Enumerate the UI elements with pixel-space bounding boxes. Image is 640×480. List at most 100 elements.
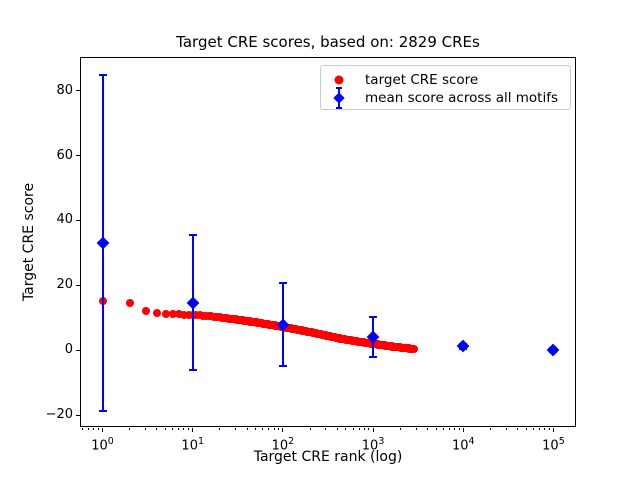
x-minor-tick-mark — [178, 427, 180, 430]
x-minor-tick-mark — [255, 427, 257, 430]
error-bar-cap-bottom — [278, 364, 287, 367]
error-bar-cap-top — [369, 316, 378, 319]
x-minor-tick-mark — [278, 427, 280, 430]
x-minor-tick-mark — [172, 427, 174, 430]
target-cre-score-dot — [179, 310, 188, 319]
y-tick-label: 20 — [56, 277, 73, 293]
x-minor-tick-mark — [435, 427, 437, 430]
x-minor-tick-mark — [532, 427, 534, 430]
target-cre-score-dot — [174, 310, 183, 319]
chart-title: Target CRE scores, based on: 2829 CREs — [176, 33, 480, 51]
x-minor-tick-mark — [525, 427, 527, 430]
target-cre-score-dot — [141, 306, 150, 315]
y-tick-mark — [76, 90, 80, 92]
x-minor-tick-mark — [363, 427, 365, 430]
y-tick-label: −20 — [45, 407, 73, 423]
x-minor-tick-mark — [352, 427, 354, 430]
x-minor-tick-mark — [345, 427, 347, 430]
target-cre-score-dot — [161, 309, 170, 318]
x-minor-tick-mark — [273, 427, 275, 430]
x-minor-tick-mark — [399, 427, 401, 430]
legend-entry-mean-score: mean score across all motifs — [321, 86, 570, 110]
x-minor-tick-mark — [88, 427, 90, 430]
target-cre-score-dot — [168, 309, 177, 318]
x-minor-tick-mark — [309, 427, 311, 430]
x-tick-label: 104 — [451, 435, 475, 453]
legend-label-target-cre-score: target CRE score — [365, 72, 479, 88]
x-minor-tick-mark — [458, 427, 460, 430]
y-tick-label: 80 — [56, 82, 73, 98]
red-circle-marker-icon — [334, 75, 344, 85]
x-minor-tick-mark — [442, 427, 444, 430]
mean-score-diamond — [456, 339, 470, 353]
y-tick-mark — [76, 414, 80, 416]
y-tick-mark — [76, 219, 80, 221]
y-tick-label: 60 — [56, 147, 73, 163]
x-tick-label: 101 — [181, 435, 205, 453]
x-tick-mark — [552, 427, 554, 432]
mean-score-diamond — [186, 296, 200, 310]
x-minor-tick-mark — [268, 427, 270, 430]
x-tick-label: 105 — [542, 435, 565, 453]
x-minor-tick-mark — [368, 427, 370, 430]
error-bar-cap-bottom — [98, 409, 107, 412]
x-minor-tick-mark — [505, 427, 507, 430]
x-minor-tick-mark — [262, 427, 264, 430]
x-minor-tick-mark — [538, 427, 540, 430]
x-tick-mark — [372, 427, 374, 432]
error-bar-cap-top — [188, 234, 197, 237]
x-minor-tick-mark — [426, 427, 428, 430]
y-tick-mark — [76, 155, 80, 157]
error-bar-cap-bottom — [369, 356, 378, 359]
target-cre-score-dot — [152, 308, 161, 317]
target-cre-score-dot — [184, 310, 193, 319]
x-minor-tick-mark — [93, 427, 95, 430]
x-minor-tick-mark — [82, 427, 84, 430]
x-minor-tick-mark — [165, 427, 167, 430]
target-cre-score-dot — [125, 298, 134, 307]
x-minor-tick-mark — [358, 427, 360, 430]
legend-label-mean-score: mean score across all motifs — [365, 90, 559, 106]
x-tick-mark — [282, 427, 284, 432]
x-minor-tick-mark — [548, 427, 550, 430]
x-minor-tick-mark — [325, 427, 327, 430]
x-minor-tick-mark — [183, 427, 185, 430]
x-minor-tick-mark — [517, 427, 519, 430]
y-tick-label: 40 — [56, 212, 73, 228]
mean-score-diamond — [547, 343, 560, 357]
x-minor-tick-mark — [219, 427, 221, 430]
error-bar-cap-top — [278, 282, 287, 285]
x-minor-tick-mark — [415, 427, 417, 430]
x-minor-tick-mark — [336, 427, 338, 430]
x-axis-label: Target CRE rank (log) — [253, 449, 403, 465]
x-minor-tick-mark — [145, 427, 147, 430]
x-minor-tick-mark — [235, 427, 237, 430]
plot-area — [80, 57, 576, 427]
x-minor-tick-mark — [246, 427, 248, 430]
x-minor-tick-mark — [156, 427, 158, 430]
x-minor-tick-mark — [544, 427, 546, 430]
x-tick-mark — [192, 427, 194, 432]
blue-diamond-errorbar-marker-icon — [333, 86, 345, 110]
x-tick-label: 103 — [361, 435, 385, 453]
y-tick-mark — [76, 284, 80, 286]
legend-entry-target-cre-score: target CRE score — [321, 70, 570, 90]
target-cre-score-dot — [409, 345, 418, 354]
x-minor-tick-mark — [489, 427, 491, 430]
x-minor-tick-mark — [129, 427, 131, 430]
x-tick-label: 100 — [91, 435, 114, 453]
x-minor-tick-mark — [448, 427, 450, 430]
x-tick-mark — [102, 427, 104, 432]
error-bar-cap-bottom — [188, 369, 197, 372]
x-tick-label: 102 — [271, 435, 295, 453]
x-minor-tick-mark — [188, 427, 190, 430]
error-bar-cap-top — [98, 74, 107, 77]
y-tick-mark — [76, 349, 80, 351]
x-tick-mark — [462, 427, 464, 432]
x-minor-tick-mark — [97, 427, 99, 430]
legend: target CRE score mean score across all m… — [320, 65, 571, 110]
y-tick-label: 0 — [64, 342, 73, 358]
